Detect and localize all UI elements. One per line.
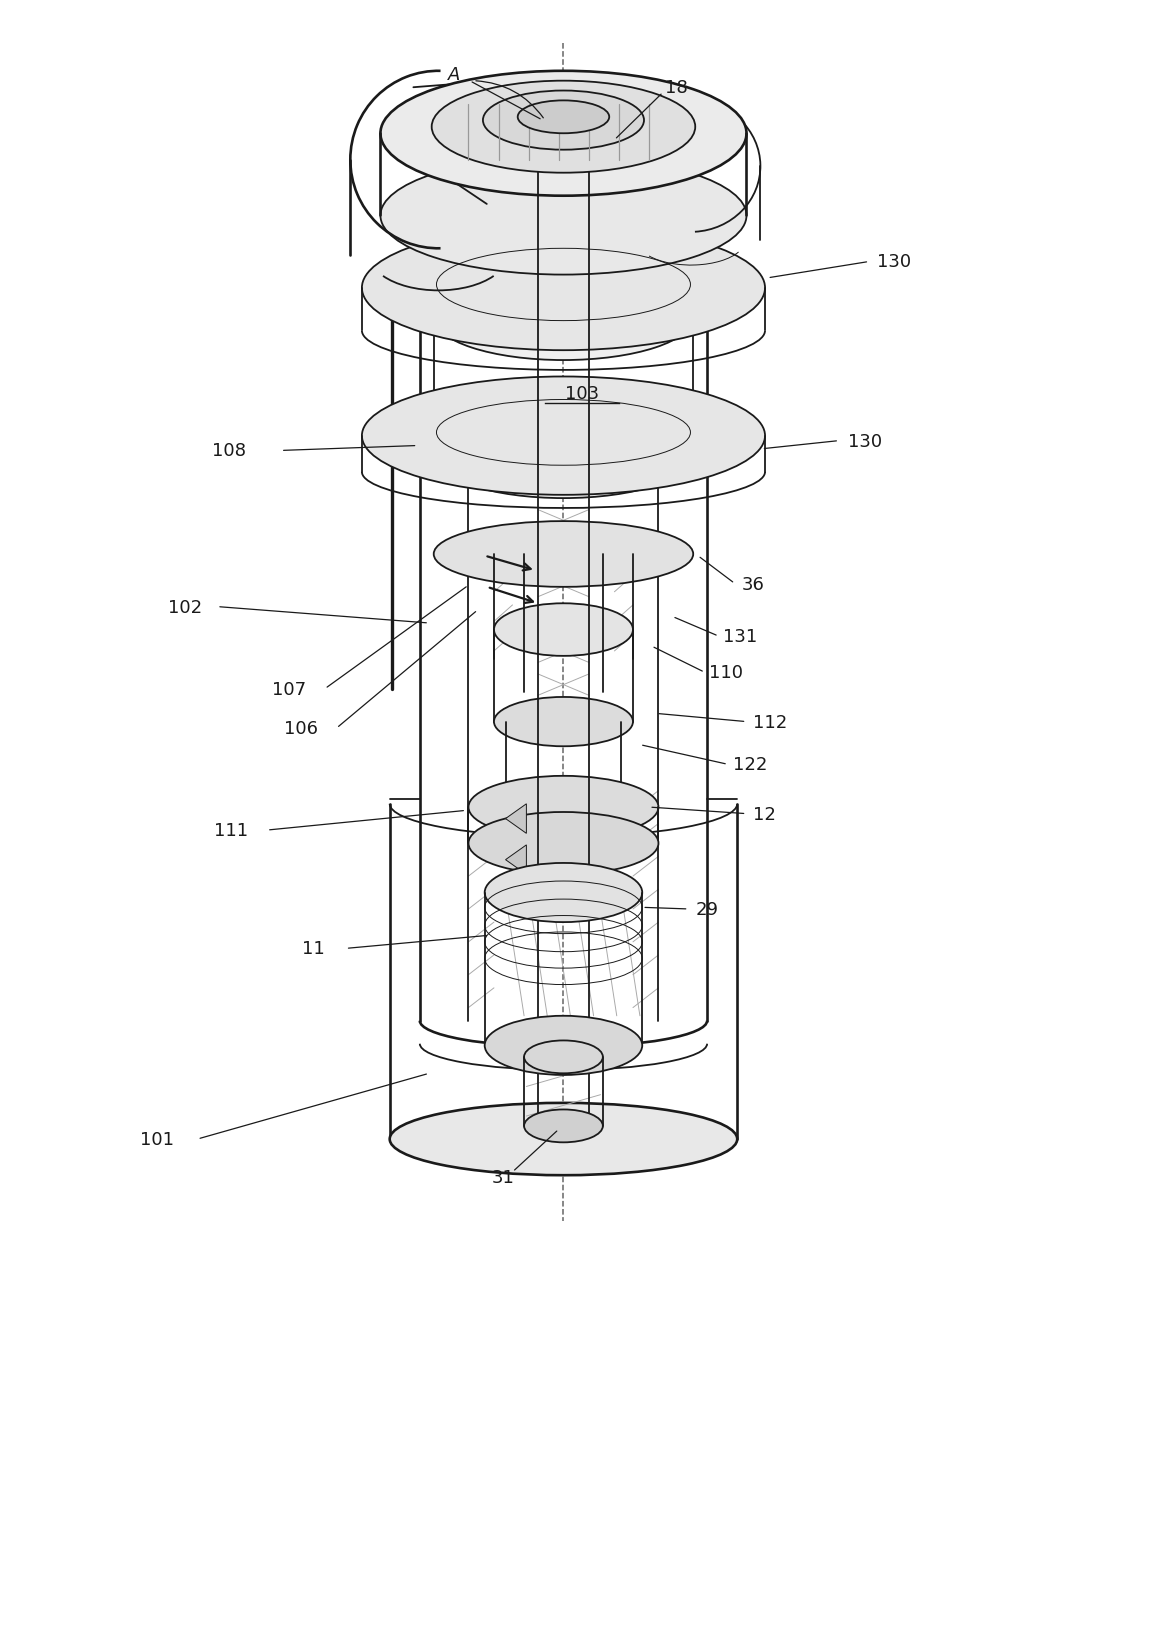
Text: 130: 130	[849, 432, 882, 450]
Text: 29: 29	[696, 900, 718, 918]
Ellipse shape	[484, 864, 643, 923]
Text: 112: 112	[753, 714, 788, 732]
Text: 106: 106	[284, 720, 318, 738]
Ellipse shape	[468, 776, 659, 839]
Text: 108: 108	[212, 442, 246, 460]
Ellipse shape	[381, 73, 746, 196]
Text: 12: 12	[753, 806, 776, 822]
Text: 11: 11	[303, 939, 325, 957]
Ellipse shape	[524, 1109, 603, 1142]
Ellipse shape	[483, 92, 644, 150]
Text: 107: 107	[272, 681, 306, 699]
Ellipse shape	[362, 226, 765, 351]
Text: 110: 110	[709, 664, 744, 682]
Ellipse shape	[494, 697, 633, 747]
Ellipse shape	[524, 1042, 603, 1073]
Ellipse shape	[432, 82, 695, 173]
Text: 18: 18	[666, 79, 688, 97]
Ellipse shape	[484, 1017, 643, 1074]
Ellipse shape	[362, 377, 765, 496]
Text: 131: 131	[723, 628, 758, 646]
Ellipse shape	[381, 157, 746, 275]
Text: 36: 36	[741, 575, 765, 593]
Text: 130: 130	[878, 254, 911, 272]
Polygon shape	[505, 845, 526, 875]
Text: 101: 101	[140, 1131, 175, 1149]
Text: 102: 102	[168, 598, 203, 616]
Ellipse shape	[468, 812, 659, 875]
Text: 111: 111	[214, 822, 248, 839]
Text: 31: 31	[491, 1168, 514, 1187]
Ellipse shape	[518, 101, 609, 133]
Ellipse shape	[390, 1103, 737, 1175]
Ellipse shape	[494, 603, 633, 656]
Text: 103: 103	[565, 384, 599, 402]
Text: A: A	[448, 66, 461, 84]
Ellipse shape	[434, 522, 694, 587]
Ellipse shape	[434, 414, 694, 499]
Ellipse shape	[505, 780, 622, 822]
Text: 122: 122	[732, 756, 767, 775]
Polygon shape	[505, 804, 526, 834]
Ellipse shape	[434, 275, 694, 361]
